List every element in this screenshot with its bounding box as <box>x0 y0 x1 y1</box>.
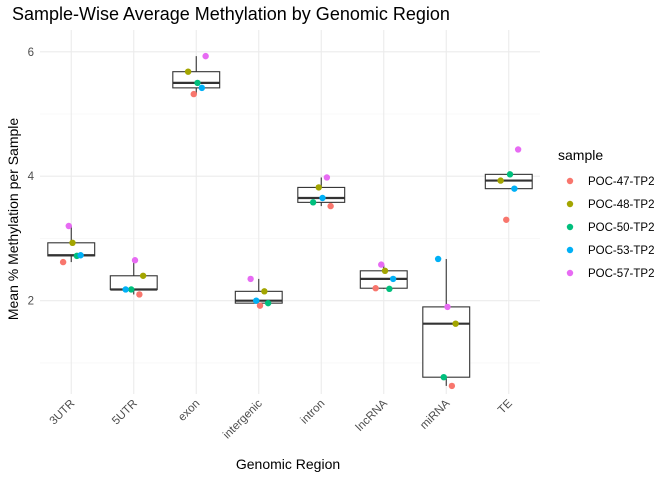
data-point-POC-48-TP2-miRNA <box>452 320 459 327</box>
data-point-POC-48-TP2-intron <box>315 184 322 191</box>
legend: sample POC-47-TP2 POC-48-TP2 POC-50-TP2 POC… <box>558 147 654 280</box>
legend-key <box>566 223 574 231</box>
chart-title: Sample-Wise Average Methylation by Genom… <box>12 4 450 24</box>
data-point-POC-47-TP2-intron <box>327 202 334 210</box>
legend-key <box>566 246 574 254</box>
data-point-POC-53-TP2-intergenic <box>253 297 260 304</box>
data-point-POC-48-TP2-5UTR <box>139 272 147 279</box>
data-point-POC-53-TP2-exon <box>198 84 206 92</box>
data-point-POC-47-TP2-exon <box>190 90 197 98</box>
legend-item-POC-53-TP2: POC-53-TP2 <box>566 245 654 257</box>
data-point-POC-57-TP2-5UTR <box>131 257 139 264</box>
data-point-POC-50-TP2-miRNA <box>440 374 447 381</box>
x-tick-label: TE <box>496 397 515 416</box>
data-point-POC-48-TP2-lncRNA <box>381 267 389 274</box>
y-axis-ticks: 2 4 6 <box>28 47 35 308</box>
legend-label: POC-48-TP2 <box>588 199 654 211</box>
legend-label: POC-57-TP2 <box>588 268 654 280</box>
legend-label: POC-47-TP2 <box>588 176 654 188</box>
data-point-POC-48-TP2-exon <box>184 68 192 75</box>
data-point-POC-53-TP2-intron <box>319 194 326 202</box>
boxplot-intron <box>297 177 346 207</box>
boxplot-3UTR <box>47 226 96 263</box>
data-point-POC-50-TP2-intergenic <box>264 299 272 307</box>
data-point-POC-53-TP2-3UTR <box>77 252 84 259</box>
data-point-POC-57-TP2-lncRNA <box>378 261 385 268</box>
boxplot-exon <box>172 56 221 95</box>
data-points <box>59 52 522 390</box>
legend-item-POC-50-TP2: POC-50-TP2 <box>566 222 654 234</box>
data-point-POC-57-TP2-3UTR <box>65 222 72 230</box>
legend-item-POC-47-TP2: POC-47-TP2 <box>566 176 654 188</box>
data-point-POC-48-TP2-3UTR <box>69 239 76 246</box>
data-point-POC-57-TP2-intergenic <box>247 275 254 283</box>
data-point-POC-47-TP2-3UTR <box>59 258 67 266</box>
legend-label: POC-53-TP2 <box>588 245 654 257</box>
x-tick-label: intron <box>299 398 328 427</box>
data-point-POC-53-TP2-lncRNA <box>389 275 397 283</box>
data-point-POC-47-TP2-miRNA <box>448 382 456 390</box>
x-axis-ticks: 3UTR 5UTR exon intergenic intron lncRNA miRNA T… <box>48 397 515 441</box>
box <box>422 306 471 378</box>
y-tick-label: 2 <box>28 296 34 308</box>
data-point-POC-53-TP2-TE <box>511 185 518 192</box>
data-point-POC-48-TP2-TE <box>497 177 504 184</box>
legend-key <box>566 200 574 208</box>
data-point-POC-50-TP2-TE <box>506 171 514 178</box>
data-point-POC-57-TP2-exon <box>202 52 209 60</box>
legend-key <box>566 177 574 185</box>
boxplot-lncRNA <box>359 264 408 289</box>
data-point-POC-57-TP2-intron <box>323 174 331 181</box>
legend-label: POC-50-TP2 <box>588 222 654 234</box>
x-axis-title: Genomic Region <box>236 456 340 472</box>
data-point-POC-47-TP2-intergenic <box>256 302 264 309</box>
x-tick-label: lncRNA <box>354 397 390 433</box>
boxplot-TE <box>484 173 533 190</box>
legend-item-POC-48-TP2: POC-48-TP2 <box>566 199 654 211</box>
boxplots <box>47 56 533 386</box>
data-point-POC-50-TP2-intron <box>309 199 317 206</box>
legend-title: sample <box>558 147 603 163</box>
y-axis-title: Mean % Methylation per Sample <box>5 118 21 321</box>
box <box>109 275 158 291</box>
y-tick-label: 4 <box>28 171 35 183</box>
data-point-POC-47-TP2-5UTR <box>136 291 143 298</box>
legend-item-POC-57-TP2: POC-57-TP2 <box>566 268 654 280</box>
data-point-POC-53-TP2-miRNA <box>434 255 442 263</box>
legend-key <box>566 269 574 277</box>
data-point-POC-47-TP2-TE <box>503 216 510 223</box>
data-point-POC-48-TP2-intergenic <box>261 288 268 295</box>
x-tick-label: exon <box>176 398 202 424</box>
x-tick-label: 5UTR <box>110 398 140 428</box>
data-point-POC-50-TP2-lncRNA <box>386 285 393 293</box>
x-tick-label: miRNA <box>418 397 452 431</box>
data-point-POC-57-TP2-miRNA <box>444 303 451 311</box>
y-tick-label: 6 <box>28 47 34 59</box>
x-tick-label: 3UTR <box>48 398 78 428</box>
x-tick-label: intergenic <box>221 397 265 441</box>
data-point-POC-47-TP2-lncRNA <box>372 285 379 292</box>
boxplot-miRNA <box>422 258 471 386</box>
data-point-POC-57-TP2-TE <box>514 146 522 153</box>
data-point-POC-53-TP2-5UTR <box>122 286 129 293</box>
data-point-POC-50-TP2-exon <box>194 79 201 87</box>
data-point-POC-50-TP2-5UTR <box>128 286 135 293</box>
